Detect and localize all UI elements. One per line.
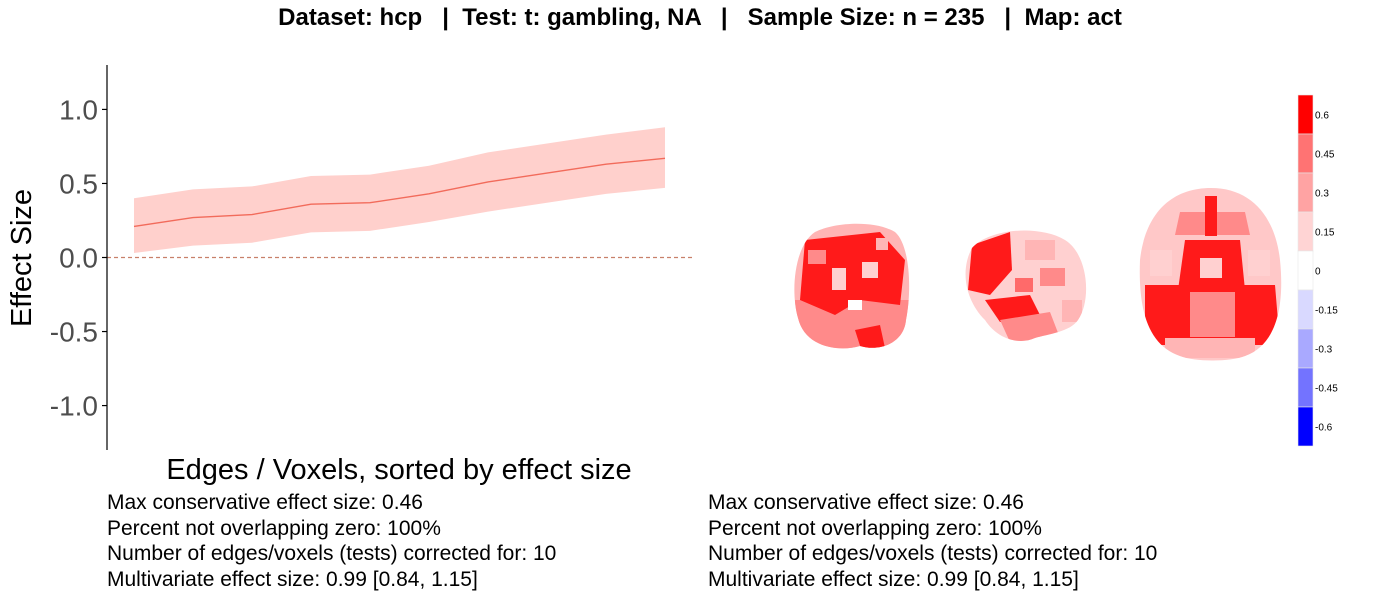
stats-panel-left: Max conservative effect size: 0.46 Perce…	[107, 490, 556, 592]
colorbar-tick-label: 0.6	[1315, 111, 1329, 122]
colorbar-tick-label: 0	[1315, 267, 1321, 278]
stats-panel-right: Max conservative effect size: 0.46 Perce…	[708, 490, 1157, 592]
brain-axial-view	[1139, 188, 1282, 361]
y-tick-label: 0.0	[59, 243, 98, 274]
colorbar-bin	[1297, 172, 1314, 213]
colorbar-bin	[1297, 406, 1314, 447]
colorbar-legend: 0.6 0.45 0.3 0.15 0 -0.15 -0.3 -0.45 -0.6	[1297, 94, 1338, 447]
colorbar-bin	[1297, 250, 1314, 291]
stat-multivariate-effect: Multivariate effect size: 0.99 [0.84, 1.…	[708, 567, 1079, 591]
y-axis-label: Effect Size	[6, 189, 38, 327]
colorbar-bin	[1297, 289, 1314, 330]
y-tick-label: -0.5	[50, 317, 98, 348]
colorbar-tick-label: 0.15	[1315, 228, 1335, 239]
colorbar-bin	[1297, 328, 1314, 369]
colorbar-tick-label: 0.3	[1315, 189, 1329, 200]
y-tick-label: 0.5	[59, 168, 98, 199]
colorbar-bin	[1297, 211, 1314, 252]
colorbar-tick-labels: 0.6 0.45 0.3 0.15 0 -0.15 -0.3 -0.45 -0.6	[1315, 111, 1338, 434]
confidence-band	[134, 127, 665, 254]
y-tick-label: 1.0	[59, 94, 98, 125]
stat-max-conservative-effect: Max conservative effect size: 0.46	[107, 491, 423, 514]
y-tick-label: -1.0	[50, 391, 98, 422]
colorbar-tick-label: -0.15	[1315, 306, 1338, 317]
page-title: Dataset: hcp | Test: t: gambling, NA | S…	[278, 4, 1122, 31]
stat-tests-corrected: Number of edges/voxels (tests) corrected…	[708, 542, 1158, 565]
colorbar-bin	[1297, 133, 1314, 174]
stat-tests-corrected: Number of edges/voxels (tests) corrected…	[107, 542, 557, 565]
stat-multivariate-effect: Multivariate effect size: 0.99 [0.84, 1.…	[107, 567, 478, 591]
stat-max-conservative-effect: Max conservative effect size: 0.46	[708, 491, 1024, 514]
stat-percent-not-overlapping: Percent not overlapping zero: 100%	[107, 516, 441, 540]
colorbar-tick-label: 0.45	[1315, 150, 1335, 161]
brain-sagittal-view	[965, 230, 1087, 341]
brain-coronal-view	[794, 223, 910, 349]
effect-size-chart: -1.0 -0.5 0.0 0.5 1.0 Effect Size Edges / Vo…	[6, 65, 693, 486]
colorbar-bin	[1297, 94, 1314, 135]
colorbar-tick-label: -0.45	[1315, 384, 1338, 395]
colorbar-tick-label: -0.3	[1315, 345, 1333, 356]
stat-percent-not-overlapping: Percent not overlapping zero: 100%	[708, 516, 1042, 540]
y-axis-ticks: -1.0 -0.5 0.0 0.5 1.0	[50, 94, 107, 422]
colorbar-bins	[1297, 94, 1314, 447]
colorbar-tick-label: -0.6	[1315, 423, 1333, 434]
colorbar-bin	[1297, 367, 1314, 408]
x-axis-label: Edges / Voxels, sorted by effect size	[166, 454, 631, 486]
effect-size-line	[133, 157, 666, 228]
